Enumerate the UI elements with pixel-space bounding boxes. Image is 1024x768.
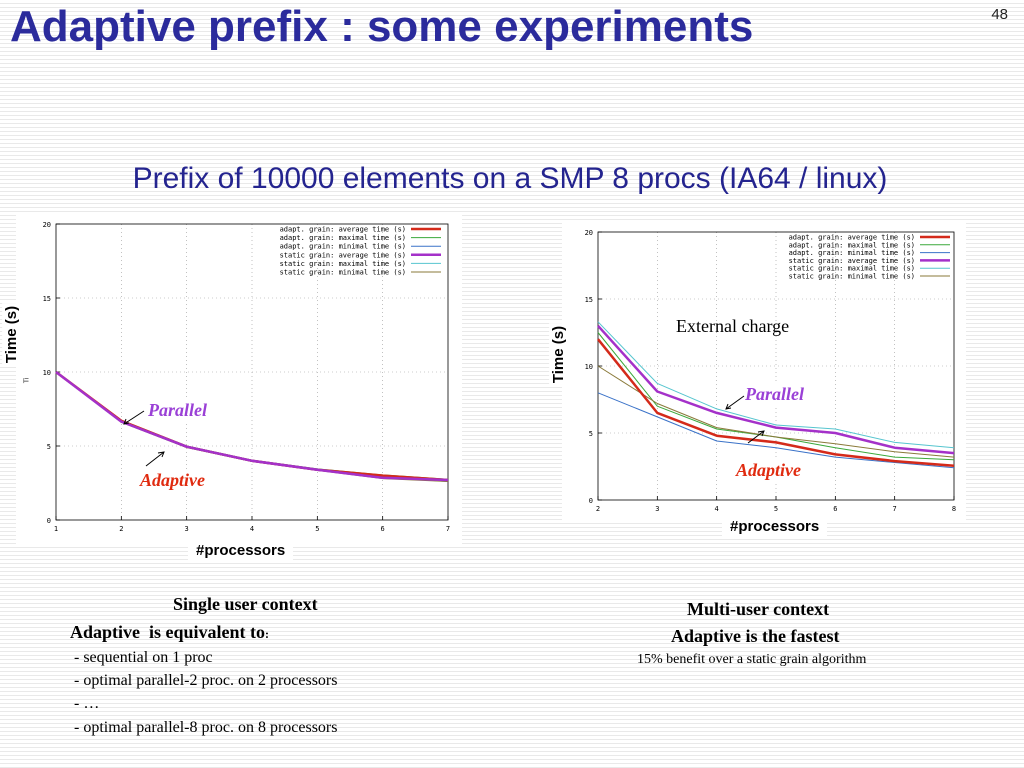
left-parallel-arrowhead (123, 418, 130, 425)
right-x-tick-label: 6 (833, 505, 837, 513)
right-legend-label-1: adapt. grain: average time (s) (789, 234, 915, 242)
left-context-item-4: - optimal parallel-8 proc. on 8 processo… (74, 719, 338, 736)
left-legend-label-2: adapt. grain: maximal time (s) (280, 234, 406, 242)
right-chart-panel: 0 5 10 15 20 2 3 4 5 6 7 8 adapt. grain: average tim… (562, 222, 966, 520)
right-series-line-4 (597, 324, 955, 455)
left-annotation-arrows (123, 410, 165, 467)
left-adaptive-arrowhead (157, 451, 165, 458)
right-series-line-1 (597, 338, 955, 468)
left-context-item-3: - … (74, 695, 100, 712)
right-series-line-3 (597, 392, 955, 469)
left-chart: 0 5 10 15 20 1 2 3 4 5 6 7 adapt. grain: average tim… (43, 221, 451, 533)
right-chart: 0 5 10 15 20 2 3 4 5 6 7 8 adapt. grain: average tim… (585, 229, 957, 513)
right-x-axis-label: #processors (722, 517, 828, 536)
left-adaptive-annotation: Adaptive (138, 470, 207, 491)
left-legend-label-4: static grain: average time (s) (280, 251, 406, 259)
left-context-subtitle-text: Adaptive is equivalent to (70, 622, 266, 642)
left-x-tick-label: 4 (250, 525, 254, 533)
right-adaptive-arrow (747, 430, 765, 444)
left-y-tick-label: 10 (43, 369, 51, 377)
right-y-tick-label: 20 (585, 229, 593, 237)
right-context-title: Multi-user context (687, 599, 830, 619)
left-x-tick-label: 7 (446, 525, 450, 533)
left-context-subtitle: Adaptive is equivalent to: (70, 622, 269, 643)
left-x-tick-label: 1 (54, 525, 58, 533)
left-x-tick-label: 5 (315, 525, 319, 533)
right-legend-label-4: static grain: average time (s) (789, 257, 915, 265)
left-y-axis-label: Time (s) (2, 302, 22, 367)
right-x-tick-label: 2 (596, 505, 600, 513)
left-context-title: Single user context (173, 594, 318, 614)
left-parallel-annotation: Parallel (146, 400, 209, 421)
right-legend-label-6: static grain: minimal time (s) (789, 273, 915, 281)
right-parallel-annotation: Parallel (743, 384, 806, 405)
left-parallel-arrow (123, 410, 145, 425)
left-x-tick-label: 2 (119, 525, 123, 533)
right-x-tick-label: 8 (952, 505, 956, 513)
left-y-tick-label: 0 (47, 517, 51, 525)
left-context-item-1: - sequential on 1 proc (74, 649, 213, 666)
right-series-line-6 (597, 365, 955, 458)
right-legend-label-2: adapt. grain: maximal time (s) (789, 241, 915, 249)
slide-subtitle: Prefix of 10000 elements on a SMP 8 proc… (132, 162, 888, 195)
right-y-tick-label: 0 (589, 497, 593, 505)
slide-title: Adaptive prefix : some experiments (10, 2, 754, 51)
left-ti-label: Ti (23, 377, 31, 384)
left-x-axis-label: #processors (188, 541, 294, 560)
right-y-tick-label: 5 (589, 430, 593, 438)
right-x-tick-label: 5 (774, 505, 778, 513)
left-context-subtitle-colon: : (265, 627, 270, 641)
left-legend-label-3: adapt. grain: minimal time (s) (280, 243, 406, 251)
page-number: 48 (991, 6, 1008, 23)
right-adaptive-annotation: Adaptive (734, 460, 803, 481)
left-x-tick-label: 3 (185, 525, 189, 533)
right-x-tick-label: 7 (893, 505, 897, 513)
right-y-tick-label: 10 (585, 363, 593, 371)
right-annotation-arrows (725, 395, 765, 444)
left-y-tick-label: 5 (47, 443, 51, 451)
left-context-item-2: - optimal parallel-2 proc. on 2 processo… (74, 672, 338, 689)
right-adaptive-arrowhead (757, 430, 765, 437)
left-x-tick-label: 6 (381, 525, 385, 533)
external-charge-annotation: External charge (676, 316, 790, 336)
right-legend-label-5: static grain: maximal time (s) (789, 265, 915, 273)
left-chart-panel: 0 5 10 15 20 1 2 3 4 5 6 7 adapt. grain: average tim… (16, 212, 462, 544)
right-series-line-5 (597, 321, 955, 449)
left-legend-label-6: static grain: minimal time (s) (280, 269, 406, 277)
left-y-tick-label: 20 (43, 221, 51, 229)
right-y-axis-label: Time (s) (549, 322, 569, 387)
left-legend-label-1: adapt. grain: average time (s) (280, 226, 406, 234)
right-legend-label-3: adapt. grain: minimal time (s) (789, 249, 915, 257)
right-x-tick-label: 4 (715, 505, 719, 513)
left-y-tick-label: 15 (43, 295, 51, 303)
right-x-tick-label: 3 (655, 505, 659, 513)
left-series-line-4 (55, 371, 449, 482)
right-context-note: 15% benefit over a static grain algorith… (637, 652, 867, 667)
right-parallel-arrowhead (725, 403, 732, 410)
left-legend-label-5: static grain: maximal time (s) (280, 260, 406, 268)
right-y-tick-label: 15 (585, 296, 593, 304)
right-parallel-arrow (725, 395, 745, 410)
left-adaptive-arrow (145, 451, 165, 467)
right-context-subtitle: Adaptive is the fastest (671, 626, 840, 646)
